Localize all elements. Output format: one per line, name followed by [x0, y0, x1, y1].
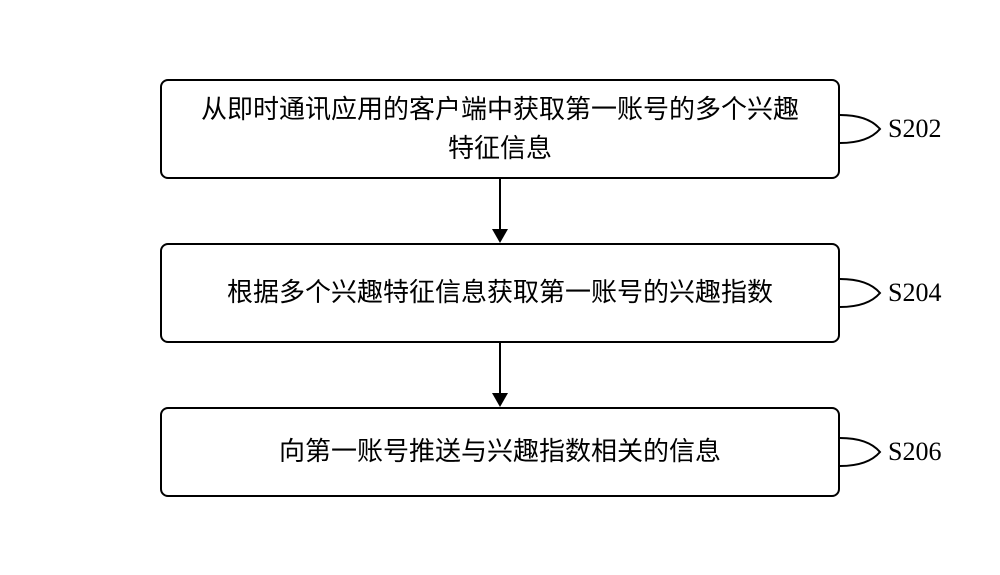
flow-node-label: S202 — [888, 114, 941, 144]
flow-row: 向第一账号推送与兴趣指数相关的信息 S206 — [160, 407, 840, 497]
arrow-line — [499, 179, 501, 229]
leader-curve-icon — [840, 407, 886, 497]
flow-node-label: S206 — [888, 437, 941, 467]
flow-node-label: S204 — [888, 278, 941, 308]
arrow-head-icon — [492, 229, 508, 243]
flow-node-3: 向第一账号推送与兴趣指数相关的信息 — [160, 407, 840, 497]
flow-node-text: 向第一账号推送与兴趣指数相关的信息 — [279, 432, 721, 471]
flow-row: 从即时通讯应用的客户端中获取第一账号的多个兴趣特征信息 S202 — [160, 79, 840, 179]
flow-arrow — [492, 179, 508, 243]
flow-arrow — [492, 343, 508, 407]
flow-node-text: 根据多个兴趣特征信息获取第一账号的兴趣指数 — [227, 273, 773, 312]
leader-curve-icon — [840, 243, 886, 343]
flow-node-text: 从即时通讯应用的客户端中获取第一账号的多个兴趣特征信息 — [192, 90, 808, 168]
leader-curve-icon — [840, 79, 886, 179]
flow-node-1: 从即时通讯应用的客户端中获取第一账号的多个兴趣特征信息 — [160, 79, 840, 179]
flow-row: 根据多个兴趣特征信息获取第一账号的兴趣指数 S204 — [160, 243, 840, 343]
arrow-line — [499, 343, 501, 393]
arrow-head-icon — [492, 393, 508, 407]
flowchart-container: 从即时通讯应用的客户端中获取第一账号的多个兴趣特征信息 S202 根据多个兴趣特… — [160, 79, 840, 497]
flow-node-2: 根据多个兴趣特征信息获取第一账号的兴趣指数 — [160, 243, 840, 343]
